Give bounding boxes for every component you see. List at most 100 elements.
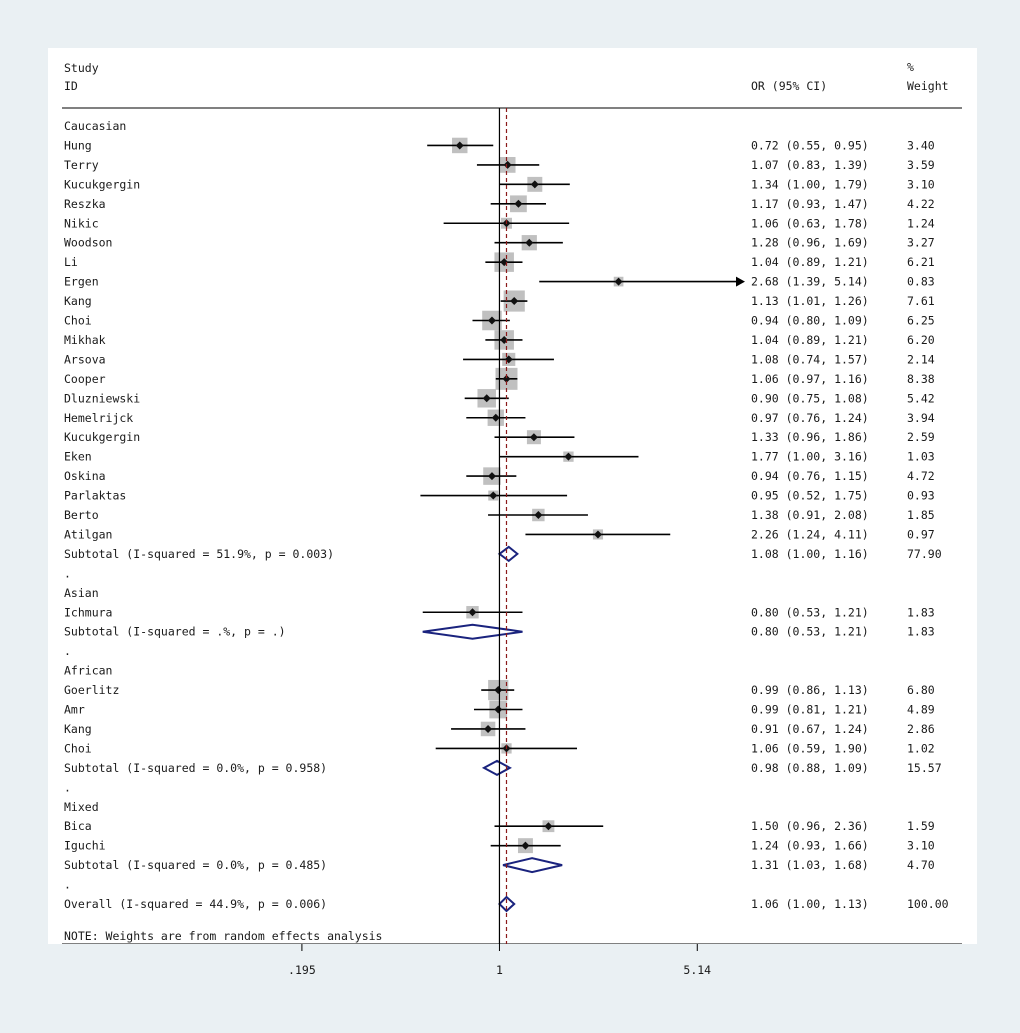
- or-ci-value: 1.06 (0.59, 1.90): [751, 741, 869, 755]
- forest-row: Goerlitz 0.99 (0.86, 1.13) 6.80: [64, 679, 935, 701]
- x-axis: .195 1 5.14: [288, 944, 711, 977]
- study-label: Woodson: [64, 236, 112, 250]
- study-label: Atilgan: [64, 527, 112, 541]
- or-ci-value: 1.04 (0.89, 1.21): [751, 255, 869, 269]
- weight-value: 3.59: [907, 158, 935, 172]
- point-estimate: [593, 530, 602, 539]
- overall-label: Overall (I-squared = 44.9%, p = 0.006): [64, 897, 327, 911]
- subtotal-label: Subtotal (I-squared = .%, p = .): [64, 625, 286, 639]
- or-ci-value: 0.80 (0.53, 1.21): [751, 605, 869, 619]
- point-estimate: [510, 297, 519, 306]
- forest-row: Kang 0.91 (0.67, 1.24) 2.86: [64, 721, 935, 737]
- header-id: ID: [64, 79, 78, 93]
- forest-plot-panel: Study ID OR (95% CI) % Weight Caucasian H…: [48, 48, 977, 944]
- weight-value: 3.10: [907, 839, 935, 853]
- weight-value: 1.83: [907, 605, 935, 619]
- forest-row: Bica 1.50 (0.96, 2.36) 1.59: [64, 819, 935, 833]
- weight-value: 1.02: [907, 741, 935, 755]
- weight-value: 7.61: [907, 294, 935, 308]
- study-label: Iguchi: [64, 839, 106, 853]
- weight-value: 2.59: [907, 430, 935, 444]
- study-label: Goerlitz: [64, 683, 119, 697]
- weight-value: 6.25: [907, 314, 935, 328]
- forest-row: Arsova 1.08 (0.74, 1.57) 2.14: [64, 352, 935, 366]
- study-label: Li: [64, 255, 78, 269]
- weight-value: 0.93: [907, 489, 935, 503]
- study-label: Kucukgergin: [64, 177, 140, 191]
- note-text: NOTE: Weights are from random effects an…: [64, 929, 383, 943]
- or-ci-value: 0.97 (0.76, 1.24): [751, 411, 869, 425]
- weight-value: 6.21: [907, 255, 935, 269]
- or-ci-value: 2.68 (1.39, 5.14): [751, 275, 869, 289]
- weight-value: 6.80: [907, 683, 935, 697]
- group-label: Mixed: [64, 800, 99, 814]
- point-estimate: [468, 608, 477, 617]
- forest-row: Dluzniewski 0.90 (0.75, 1.08) 5.42: [64, 389, 935, 408]
- forest-row: Hung 0.72 (0.55, 0.95) 3.40: [64, 137, 935, 154]
- or-ci-value: 1.17 (0.93, 1.47): [751, 197, 869, 211]
- point-estimate: [614, 277, 623, 286]
- or-ci-value: 1.08 (0.74, 1.57): [751, 352, 869, 366]
- point-estimate: [484, 724, 493, 733]
- point-estimate: [494, 705, 503, 714]
- or-ci-value: 0.99 (0.86, 1.13): [751, 683, 869, 697]
- weight-value: 3.40: [907, 138, 935, 152]
- forest-row: .: [64, 780, 71, 794]
- study-label: Ichmura: [64, 605, 112, 619]
- x-tick-label: 1: [496, 963, 503, 977]
- forest-row: Berto 1.38 (0.91, 2.08) 1.85: [64, 508, 935, 522]
- forest-row: Iguchi 1.24 (0.93, 1.66) 3.10: [64, 838, 935, 854]
- weight-value: 4.72: [907, 469, 935, 483]
- or-ci-value: 0.95 (0.52, 1.75): [751, 489, 869, 503]
- weight-value: 2.86: [907, 722, 935, 736]
- study-label: Choi: [64, 741, 92, 755]
- or-ci-value: 1.28 (0.96, 1.69): [751, 236, 869, 250]
- weight-value: 5.42: [907, 391, 935, 405]
- study-label: Amr: [64, 703, 85, 717]
- weight-value: 1.83: [907, 625, 935, 639]
- forest-row: Mixed: [64, 800, 99, 814]
- row-separator: .: [64, 878, 71, 892]
- study-label: Kucukgergin: [64, 430, 140, 444]
- point-estimate: [529, 433, 538, 442]
- weight-value: 8.38: [907, 372, 935, 386]
- or-ci-value: 1.33 (0.96, 1.86): [751, 430, 869, 444]
- study-label: Oskina: [64, 469, 106, 483]
- weight-value: 4.70: [907, 858, 935, 872]
- forest-row: .: [64, 878, 71, 892]
- forest-row: Eken 1.77 (1.00, 3.16) 1.03: [64, 450, 935, 464]
- weight-value: 100.00: [907, 897, 949, 911]
- point-estimate: [564, 452, 573, 461]
- weight-value: 15.57: [907, 761, 942, 775]
- or-ci-value: 0.98 (0.88, 1.09): [751, 761, 869, 775]
- forest-row: Ichmura 0.80 (0.53, 1.21) 1.83: [64, 605, 935, 619]
- weight-value: 4.22: [907, 197, 935, 211]
- group-label: Asian: [64, 586, 99, 600]
- weight-value: 1.85: [907, 508, 935, 522]
- or-ci-value: 1.06 (0.63, 1.78): [751, 216, 869, 230]
- forest-row: Terry 1.07 (0.83, 1.39) 3.59: [64, 157, 935, 173]
- or-ci-value: 0.80 (0.53, 1.21): [751, 625, 869, 639]
- table-header: Study ID OR (95% CI) % Weight: [64, 60, 949, 93]
- or-ci-value: 1.13 (1.01, 1.26): [751, 294, 869, 308]
- study-label: Kang: [64, 722, 92, 736]
- forest-row: Subtotal (I-squared = 0.0%, p = 0.485) 1.…: [64, 857, 935, 874]
- header-weight-percent: %: [907, 60, 914, 74]
- weight-value: 1.24: [907, 216, 935, 230]
- study-label: Bica: [64, 819, 92, 833]
- forest-row: Reszka 1.17 (0.93, 1.47) 4.22: [64, 195, 935, 213]
- forest-row: Asian: [64, 586, 99, 600]
- study-label: Mikhak: [64, 333, 106, 347]
- group-label: Caucasian: [64, 119, 126, 133]
- forest-row: Choi 0.94 (0.80, 1.09) 6.25: [64, 310, 935, 331]
- subtotal-diamond: [502, 857, 563, 874]
- weight-value: 6.20: [907, 333, 935, 347]
- or-ci-value: 0.90 (0.75, 1.08): [751, 391, 869, 405]
- study-label: Eken: [64, 450, 92, 464]
- weight-value: 3.94: [907, 411, 935, 425]
- study-label: Arsova: [64, 352, 106, 366]
- header-weight: Weight: [907, 79, 949, 93]
- point-estimate: [502, 374, 511, 383]
- subtotal-diamond: [481, 759, 512, 776]
- study-label: Ergen: [64, 275, 99, 289]
